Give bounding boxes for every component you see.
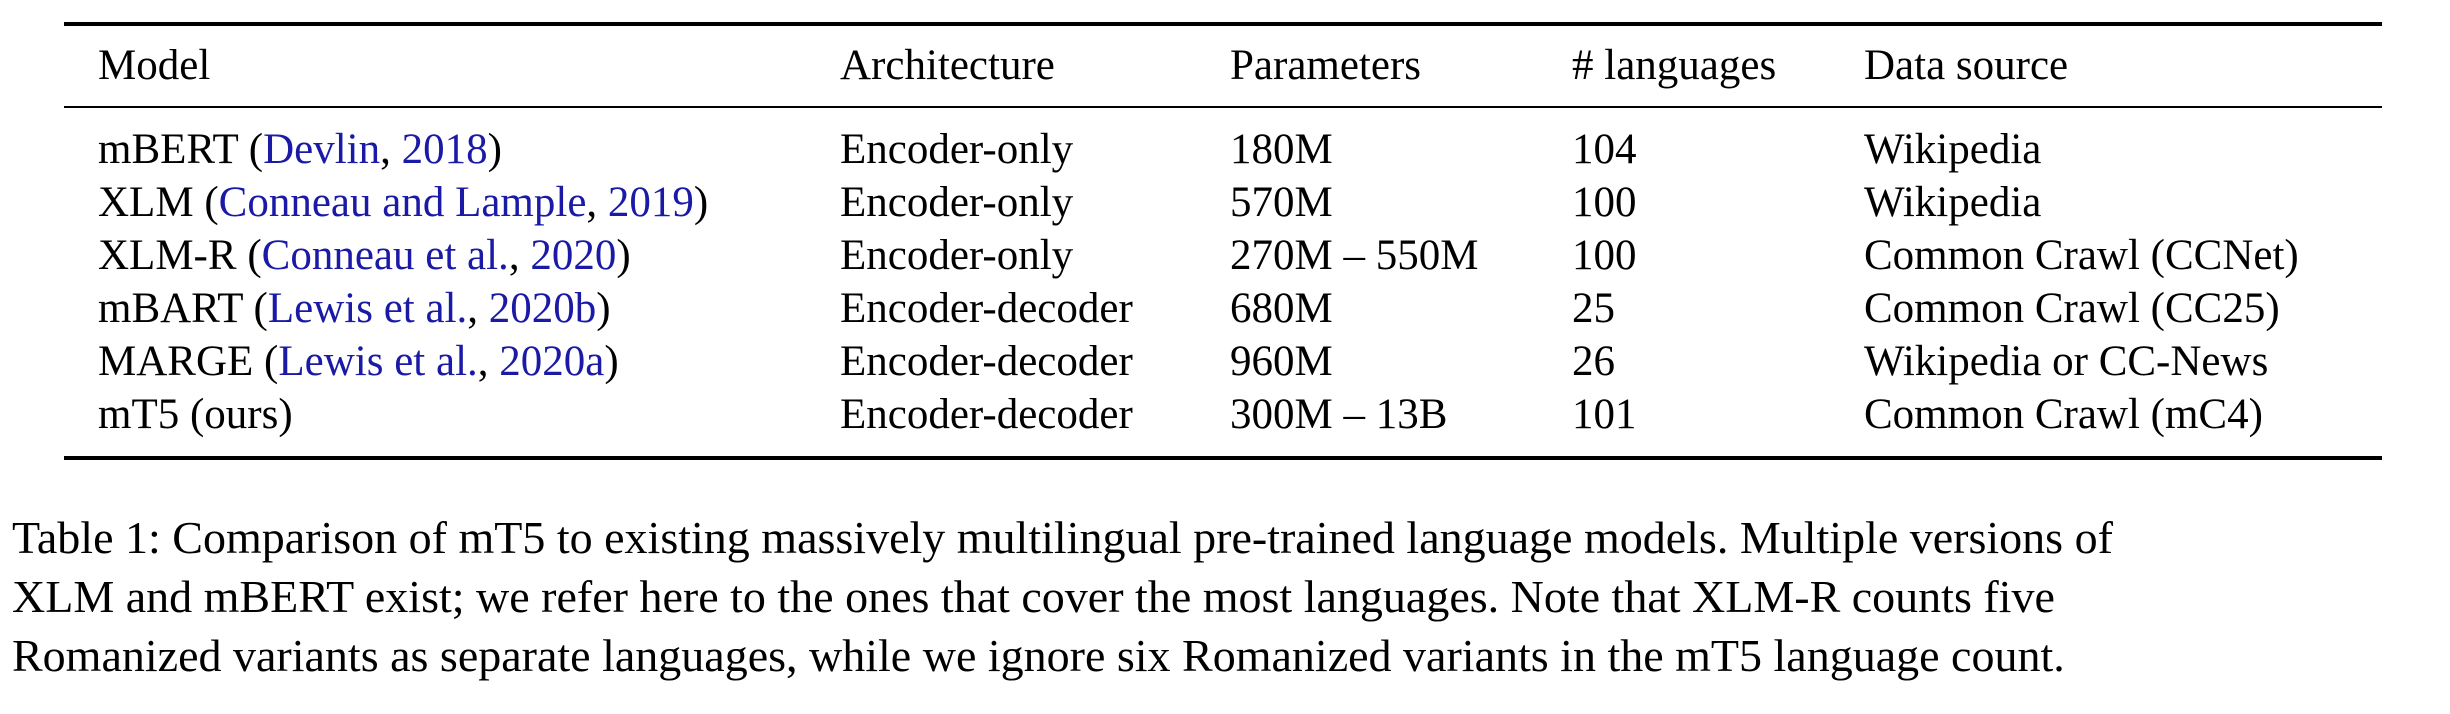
data-source-cell: Common Crawl (mC4) [1864,391,2263,438]
data-source-cell: Wikipedia or CC-News [1864,338,2269,385]
parameters-cell: 300M – 13B [1230,391,1448,438]
table-caption: Table 1: Comparison of mT5 to existing m… [12,508,2438,685]
citation-separator: , [380,126,402,173]
parameters-cell: 570M [1230,179,1333,226]
languages-cell: 101 [1572,391,1637,438]
architecture-cell: Encoder-decoder [840,338,1133,385]
table-row-model-cell: XLM-R (Conneau et al., 2020) [98,230,631,282]
header-architecture: Architecture [840,42,1055,89]
table-row-model-cell: MARGE (Lewis et al., 2020a) [98,336,619,388]
data-source-cell: Wikipedia [1864,126,2042,173]
data-source-cell: Common Crawl (CC25) [1864,285,2280,332]
model-name: mBART [98,285,243,332]
parameters-cell: 680M [1230,285,1333,332]
parameters-cell: 270M – 550M [1230,232,1479,279]
model-name: mBERT [98,126,238,173]
citation-year-link[interactable]: 2020 [530,232,617,279]
table-row-model-cell: XLM (Conneau and Lample, 2019) [98,177,708,229]
languages-cell: 100 [1572,232,1637,279]
citation-author-link[interactable]: Lewis et al. [267,285,468,332]
citation-open: ( [253,338,279,385]
architecture-cell: Encoder-only [840,126,1074,173]
citation-separator: , [508,232,531,279]
caption-line: XLM and mBERT exist; we refer here to th… [12,571,2055,622]
citation-year-link[interactable]: 2018 [401,126,488,173]
model-name: XLM [98,179,194,226]
table-header-rule [64,106,2382,108]
citation-open: ( [193,179,219,226]
citation-separator: , [467,285,489,332]
model-name: XLM-R [98,232,237,279]
citation-close: ) [616,232,631,279]
table-row-model-cell: mBERT (Devlin, 2018) [98,124,502,176]
architecture-cell: Encoder-decoder [840,285,1133,332]
citation-open: ( [237,126,264,173]
data-source-cell: Wikipedia [1864,179,2042,226]
citation-author-link[interactable]: Lewis et al. [278,338,478,385]
table-row-model-cell: mBART (Lewis et al., 2020b) [98,283,611,335]
languages-cell: 25 [1572,285,1615,332]
architecture-cell: Encoder-only [840,232,1074,279]
languages-cell: 26 [1572,338,1615,385]
citation-author-link[interactable]: Devlin [263,126,381,173]
header-languages: # languages [1572,42,1777,89]
header-data-source: Data source [1864,42,2069,89]
caption-line: Romanized variants as separate languages… [12,630,2065,681]
citation-author-link[interactable]: Conneau et al. [261,232,509,279]
citation-author-link[interactable]: Conneau and Lample [218,179,587,226]
header-model: Model [98,42,211,89]
citation-close: ) [604,338,619,385]
languages-cell: 100 [1572,179,1637,226]
citation-open: ( [236,232,262,279]
citation-separator: , [477,338,500,385]
architecture-cell: Encoder-decoder [840,391,1133,438]
citation-year-link[interactable]: 2019 [607,179,694,226]
citation-close: ) [693,179,709,226]
table-top-rule [64,22,2382,26]
architecture-cell: Encoder-only [840,179,1074,226]
model-name: MARGE [98,338,254,385]
data-source-cell: Common Crawl (CCNet) [1864,232,2299,279]
caption-line: Table 1: Comparison of mT5 to existing m… [12,512,2113,563]
citation-close: ) [487,126,502,173]
citation-year-link[interactable]: 2020b [488,285,597,332]
parameters-cell: 960M [1230,338,1333,385]
parameters-cell: 180M [1230,126,1333,173]
table-row-model-cell: mT5 (ours) [98,389,293,441]
citation-open: ( [242,285,268,332]
citation-separator: , [586,179,608,226]
model-name: mT5 (ours) [98,391,293,438]
header-parameters: Parameters [1230,42,1422,89]
citation-year-link[interactable]: 2020a [499,338,605,385]
table-bottom-rule [64,456,2382,460]
languages-cell: 104 [1572,126,1637,173]
citation-close: ) [596,285,611,332]
